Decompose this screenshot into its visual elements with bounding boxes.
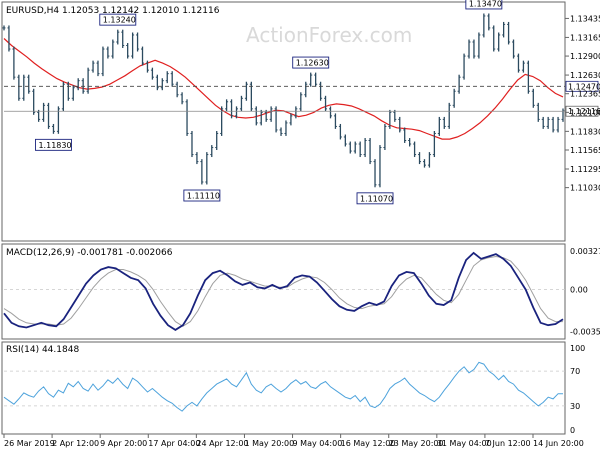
rsi-y-axis: 100 70 30 0 — [570, 344, 585, 435]
macd-y-tick-label: -0.003519 — [570, 327, 600, 336]
price-panel-title: EURUSD,H4 1.12053 1.12142 1.12010 1.1211… — [6, 6, 220, 16]
level-label: 1.12470 — [568, 82, 600, 91]
rsi-y-tick-label: 70 — [570, 367, 580, 376]
x-tick-label: 2 Apr 12:00 — [52, 439, 99, 448]
price-y-tick-label: 1.13165 — [570, 33, 600, 42]
price-y-tick-label: 1.12365 — [570, 90, 600, 99]
macd-y-tick-label: 0.00 — [570, 286, 588, 295]
rsi-y-tick-label: 30 — [570, 402, 580, 411]
x-tick-label: 14 Jun 20:00 — [533, 439, 584, 448]
macd-panel-frame — [1, 243, 566, 340]
rsi-line — [3, 361, 563, 412]
swing-label: 1.11070 — [360, 194, 393, 203]
macd-y-tick-label: 0.003278 — [570, 247, 600, 256]
price-y-tick-label: 1.13435 — [570, 14, 600, 23]
swing-label: 1.12630 — [296, 59, 329, 68]
level-label-box — [565, 80, 599, 92]
price-y-tick-label: 1.11295 — [570, 165, 600, 174]
x-tick-label: 26 Mar 2019 — [4, 439, 55, 448]
swing-label-box — [356, 192, 394, 205]
watermark-text: ActionForex.com — [246, 23, 412, 47]
x-tick-label: 16 May 12:00 — [341, 439, 396, 448]
level-label: 1.12116 — [568, 107, 600, 116]
x-tick-label: 9 May 04:00 — [293, 439, 343, 448]
swing-label: 1.11830 — [38, 141, 71, 150]
macd-line — [3, 251, 564, 331]
swing-label-box — [99, 13, 137, 26]
rsi-panel-frame — [1, 341, 566, 435]
level-label-box — [565, 105, 599, 117]
x-tick-label: 9 Apr 20:00 — [100, 439, 147, 448]
macd-lines — [3, 251, 564, 331]
swing-label: 1.11110 — [187, 192, 220, 201]
x-tick-label: 1 May 20:00 — [244, 439, 294, 448]
price-y-tick-label: 1.12900 — [570, 52, 600, 61]
price-y-tick-label: 1.11030 — [570, 184, 600, 193]
price-y-tick-label: 1.12630 — [570, 71, 600, 80]
rsi-y-tick-label: 0 — [570, 426, 575, 435]
rsi-y-tick-label: 100 — [570, 344, 585, 353]
price-level-lines: 1.12470 1.12116 — [4, 80, 600, 117]
swing-label-box — [35, 138, 72, 151]
rsi-panel-title: RSI(14) 44.1848 — [6, 345, 79, 355]
swing-label: 1.13470 — [469, 0, 502, 8]
macd-panel-title: MACD(12,26,9) -0.001781 -0.002066 — [6, 248, 173, 258]
price-y-tick-label: 1.11565 — [570, 146, 600, 155]
x-tick-label: 31 May 04:00 — [437, 439, 492, 448]
x-tick-label: 7 Jun 12:00 — [485, 439, 531, 448]
price-y-tick-label: 1.12100 — [570, 108, 600, 117]
swing-label-box — [465, 0, 503, 10]
swing-label-box — [183, 189, 221, 202]
macd-y-axis: 0.003278 0.00 -0.003519 — [570, 247, 600, 336]
swing-label: 1.13240 — [103, 16, 136, 25]
price-y-tick-label: 1.11830 — [570, 127, 600, 136]
price-y-axis: 1.13435 1.13165 1.12900 1.12630 1.12365 1.121… — [565, 14, 600, 193]
price-panel-frame — [1, 1, 566, 242]
rsi-series — [3, 361, 563, 412]
x-tick-label: 24 Apr 12:00 — [196, 439, 248, 448]
x-tick-label: 17 Apr 04:00 — [148, 439, 200, 448]
x-tick-label: 23 May 20:00 — [389, 439, 444, 448]
price-annotations: 1.13240 1.11830 1.11110 1.12630 1.11070 1.134… — [35, 0, 503, 205]
swing-label-box — [292, 56, 330, 69]
